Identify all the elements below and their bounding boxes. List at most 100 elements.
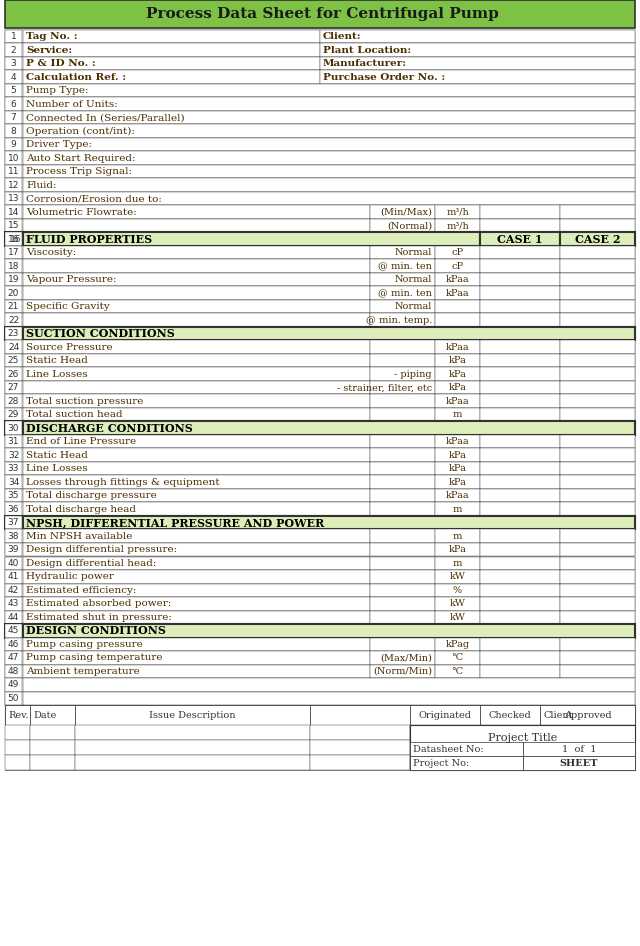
Bar: [480, 341, 560, 354]
Bar: [5, 111, 635, 125]
Bar: [5, 570, 22, 584]
Text: Total discharge head: Total discharge head: [26, 505, 136, 514]
Text: 25: 25: [8, 357, 19, 365]
Bar: [23, 543, 370, 556]
Bar: [480, 205, 560, 219]
Text: kW: kW: [449, 572, 465, 581]
Bar: [540, 705, 635, 725]
Bar: [23, 341, 370, 354]
Text: Rev.: Rev.: [8, 710, 29, 720]
Bar: [480, 556, 560, 570]
Text: Total suction head: Total suction head: [26, 411, 123, 419]
Bar: [560, 597, 635, 610]
Text: 18: 18: [8, 262, 19, 271]
Bar: [435, 556, 480, 570]
Text: Total discharge pressure: Total discharge pressure: [26, 491, 157, 500]
Bar: [23, 313, 370, 327]
Text: kPaa: kPaa: [445, 289, 469, 298]
Text: Driver Type:: Driver Type:: [26, 140, 92, 149]
Text: m: m: [453, 559, 462, 568]
Text: SUCTION CONDITIONS: SUCTION CONDITIONS: [26, 328, 175, 340]
Bar: [560, 489, 635, 502]
Bar: [5, 692, 22, 705]
Bar: [5, 97, 22, 111]
Bar: [23, 57, 320, 71]
Text: (Normal): (Normal): [387, 221, 432, 230]
Bar: [30, 725, 75, 740]
Bar: [480, 651, 560, 664]
Text: 28: 28: [8, 396, 19, 406]
Text: Checked: Checked: [488, 710, 531, 720]
Text: m³/h: m³/h: [446, 221, 469, 230]
Bar: [5, 30, 22, 44]
Text: Project No:: Project No:: [413, 759, 469, 767]
Bar: [5, 755, 30, 770]
Bar: [560, 287, 635, 300]
Text: CASE 1: CASE 1: [497, 234, 543, 245]
Text: Issue Description: Issue Description: [149, 710, 236, 720]
Bar: [435, 489, 480, 502]
Bar: [310, 705, 410, 725]
Text: 42: 42: [8, 586, 19, 595]
Text: Project Title: Project Title: [488, 732, 557, 743]
Bar: [370, 367, 435, 381]
Bar: [5, 205, 22, 219]
Bar: [320, 57, 635, 71]
Text: Design differential pressure:: Design differential pressure:: [26, 545, 177, 554]
Text: 5: 5: [11, 86, 17, 96]
Bar: [5, 125, 635, 138]
Bar: [23, 422, 635, 435]
Bar: [5, 287, 635, 300]
Bar: [23, 530, 370, 543]
Bar: [23, 584, 370, 597]
Bar: [23, 664, 370, 678]
Text: 16: 16: [8, 235, 19, 244]
Bar: [75, 740, 310, 755]
Bar: [5, 71, 635, 84]
Bar: [5, 725, 635, 740]
Bar: [480, 219, 560, 233]
Bar: [23, 651, 370, 664]
Text: 6: 6: [11, 99, 17, 109]
Bar: [5, 435, 635, 448]
Text: kPaa: kPaa: [445, 275, 469, 284]
Bar: [5, 462, 635, 476]
Text: Tag No. :: Tag No. :: [26, 32, 77, 42]
Bar: [370, 584, 435, 597]
Text: kPa: kPa: [449, 545, 467, 554]
Bar: [5, 422, 22, 435]
Text: Normal: Normal: [395, 248, 432, 257]
Text: 19: 19: [8, 275, 19, 284]
Bar: [370, 489, 435, 502]
Bar: [560, 502, 635, 516]
Bar: [560, 259, 635, 273]
Text: 29: 29: [8, 411, 19, 419]
Bar: [370, 287, 435, 300]
Bar: [410, 742, 522, 756]
Text: 47: 47: [8, 654, 19, 662]
Bar: [410, 705, 480, 725]
Text: Losses through fittings & equipment: Losses through fittings & equipment: [26, 478, 220, 487]
Text: 11: 11: [8, 167, 19, 176]
Bar: [5, 165, 22, 179]
Bar: [480, 313, 560, 327]
Text: 20: 20: [8, 289, 19, 298]
Bar: [5, 205, 635, 219]
Bar: [560, 233, 635, 246]
Bar: [5, 381, 635, 394]
Bar: [23, 367, 370, 381]
Bar: [5, 651, 22, 664]
Bar: [370, 313, 435, 327]
Bar: [480, 584, 560, 597]
Bar: [5, 313, 635, 327]
Bar: [5, 44, 635, 57]
Text: 46: 46: [8, 639, 19, 649]
Bar: [5, 381, 22, 394]
Bar: [560, 435, 635, 448]
Bar: [560, 367, 635, 381]
Text: 44: 44: [8, 613, 19, 622]
Bar: [370, 300, 435, 313]
Text: 36: 36: [8, 505, 19, 514]
Text: Client: Client: [543, 710, 573, 720]
Bar: [5, 125, 22, 138]
